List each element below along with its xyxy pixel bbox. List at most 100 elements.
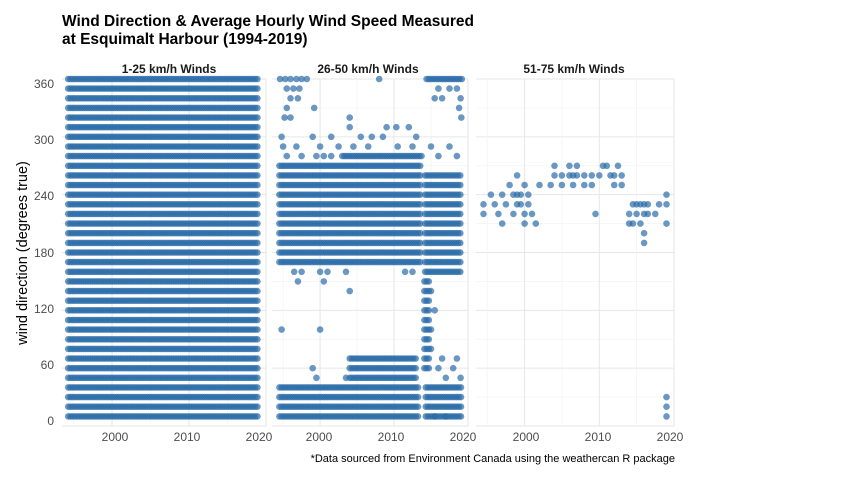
data-point-panel-2-850 xyxy=(457,201,464,208)
data-point-panel-1-695 xyxy=(254,345,261,353)
data-point-panel-2-1447 xyxy=(324,268,331,276)
data-point-panel-2-1454 xyxy=(278,326,285,333)
data-point-panel-2-1424 xyxy=(368,133,376,141)
data-point-panel-3-36 xyxy=(581,181,588,189)
data-point-panel-2-1221 xyxy=(457,403,465,411)
y-tick-label-180: 180 xyxy=(34,246,54,260)
data-point-panel-3-38 xyxy=(588,181,596,189)
data-point-panel-2-1469 xyxy=(435,85,442,92)
data-point-panel-2-922 xyxy=(425,307,433,314)
data-point-panel-3-30 xyxy=(566,162,573,170)
data-point-panel-3-21 xyxy=(528,210,536,218)
x-tick-label-p2-2020: 2020 xyxy=(450,430,477,444)
data-point-panel-3-28 xyxy=(558,181,566,189)
data-point-panel-2-1456 xyxy=(309,364,317,372)
data-point-panel-1-2087 xyxy=(254,191,261,198)
data-point-panel-2-1432 xyxy=(293,143,300,150)
data-point-panel-2-1123 xyxy=(414,393,422,401)
data-point-panel-1-2261 xyxy=(254,172,261,179)
data-point-panel-3-18 xyxy=(521,181,528,189)
data-point-panel-1-434 xyxy=(254,374,261,382)
data-point-panel-3-42 xyxy=(603,162,611,170)
chart-title-line-2: at Esquimalt Harbour (1994-2019) xyxy=(62,31,308,48)
data-point-panel-3-56 xyxy=(637,220,644,227)
data-point-panel-3-1 xyxy=(480,210,487,218)
data-point-panel-3-61 xyxy=(644,201,652,208)
data-point-panel-2-1455 xyxy=(316,326,324,333)
data-point-panel-1-2435 xyxy=(254,152,261,160)
data-point-panel-2-1410 xyxy=(283,85,291,92)
data-point-panel-2-1442 xyxy=(320,152,328,160)
data-point-panel-3-4 xyxy=(495,210,502,218)
data-point-panel-3-23 xyxy=(536,181,543,189)
data-point-panel-2-1436 xyxy=(364,143,372,150)
x-tick-label-p3-2020: 2020 xyxy=(657,430,684,444)
data-point-panel-2-1466 xyxy=(438,95,446,102)
data-point-panel-3-51 xyxy=(629,220,637,227)
data-point-panel-2-1453 xyxy=(346,287,354,295)
data-point-panel-2-1452 xyxy=(320,278,328,285)
data-point-panel-2-1385 xyxy=(418,152,425,160)
data-point-panel-3-22 xyxy=(532,220,540,227)
data-point-panel-1-608 xyxy=(254,355,261,362)
data-point-panel-3-27 xyxy=(558,172,566,179)
data-point-panel-1-2522 xyxy=(254,143,261,150)
data-point-panel-2-1433 xyxy=(316,143,324,150)
data-point-panel-2-1429 xyxy=(383,123,390,131)
data-point-panel-3-32 xyxy=(569,181,577,189)
data-point-panel-2-919 xyxy=(425,316,433,324)
data-point-panel-2-1481 xyxy=(431,413,439,420)
data-point-panel-1-2000 xyxy=(254,201,261,208)
data-point-panel-3-10 xyxy=(510,210,517,218)
data-point-panel-2-1421 xyxy=(309,133,317,141)
y-tick-label-0: 0 xyxy=(47,414,54,428)
x-tick-label-p3-2010: 2010 xyxy=(585,430,612,444)
x-tick-label-p2-2000: 2000 xyxy=(306,430,333,444)
data-point-panel-3-6 xyxy=(498,220,506,227)
data-point-panel-2-1425 xyxy=(379,133,387,141)
data-point-panel-3-59 xyxy=(640,229,648,237)
data-point-panel-3-8 xyxy=(506,181,513,189)
x-tick-labels: 2000 2010 2020 2000 2010 2020 2000 2010 … xyxy=(102,430,684,444)
data-point-panel-2-731 xyxy=(457,268,464,276)
data-point-panel-3-70 xyxy=(663,413,670,420)
data-point-panel-3-26 xyxy=(551,162,558,170)
panel-strip-label-1: 1-25 km/h Winds xyxy=(122,62,217,76)
data-point-panel-2-1428 xyxy=(412,133,420,141)
data-point-panel-3-47 xyxy=(618,172,625,179)
data-point-panel-2-1416 xyxy=(287,114,294,121)
data-point-panel-3-45 xyxy=(610,181,618,189)
data-point-panel-2-1426 xyxy=(393,123,400,131)
data-point-panel-2-1411 xyxy=(290,85,297,92)
data-point-panel-3-19 xyxy=(525,191,532,198)
data-point-panel-1-2609 xyxy=(254,133,261,141)
data-point-panel-2-1450 xyxy=(409,268,416,276)
data-point-panel-2-782 xyxy=(457,239,464,247)
data-point-panel-1-1652 xyxy=(254,239,261,247)
data-point-panel-1-1130 xyxy=(254,297,261,305)
data-point-panel-2-1238 xyxy=(457,393,465,401)
data-point-panel-1-1391 xyxy=(254,268,261,276)
data-point-panel-1-782 xyxy=(254,336,261,343)
data-point-panel-2-884 xyxy=(457,181,464,189)
data-point-panel-2-1458 xyxy=(342,374,350,382)
data-point-panel-2-1465 xyxy=(431,95,439,102)
data-point-panel-2-1462 xyxy=(453,152,461,160)
data-point-panel-3-15 xyxy=(517,201,525,208)
data-point-panel-2-904 xyxy=(425,364,433,372)
data-point-panel-3-69 xyxy=(663,403,670,411)
data-point-panel-2-1446 xyxy=(316,268,324,276)
data-point-panel-2-1440 xyxy=(298,152,305,160)
data-point-panel-2-1430 xyxy=(327,133,335,141)
data-point-panel-1-260 xyxy=(254,393,261,401)
data-point-panel-2-1473 xyxy=(427,326,435,333)
data-point-panel-1-1478 xyxy=(254,258,261,266)
data-point-panel-2-1461 xyxy=(446,143,453,150)
data-point-panel-1-2870 xyxy=(254,104,261,112)
chart-title-line-1: Wind Direction & Average Hourly Wind Spe… xyxy=(62,13,474,30)
data-point-panel-3-62 xyxy=(644,210,652,218)
data-point-panel-3-48 xyxy=(618,181,625,189)
data-point-panel-3-64 xyxy=(655,201,663,208)
data-point-panel-1-86 xyxy=(254,413,261,420)
